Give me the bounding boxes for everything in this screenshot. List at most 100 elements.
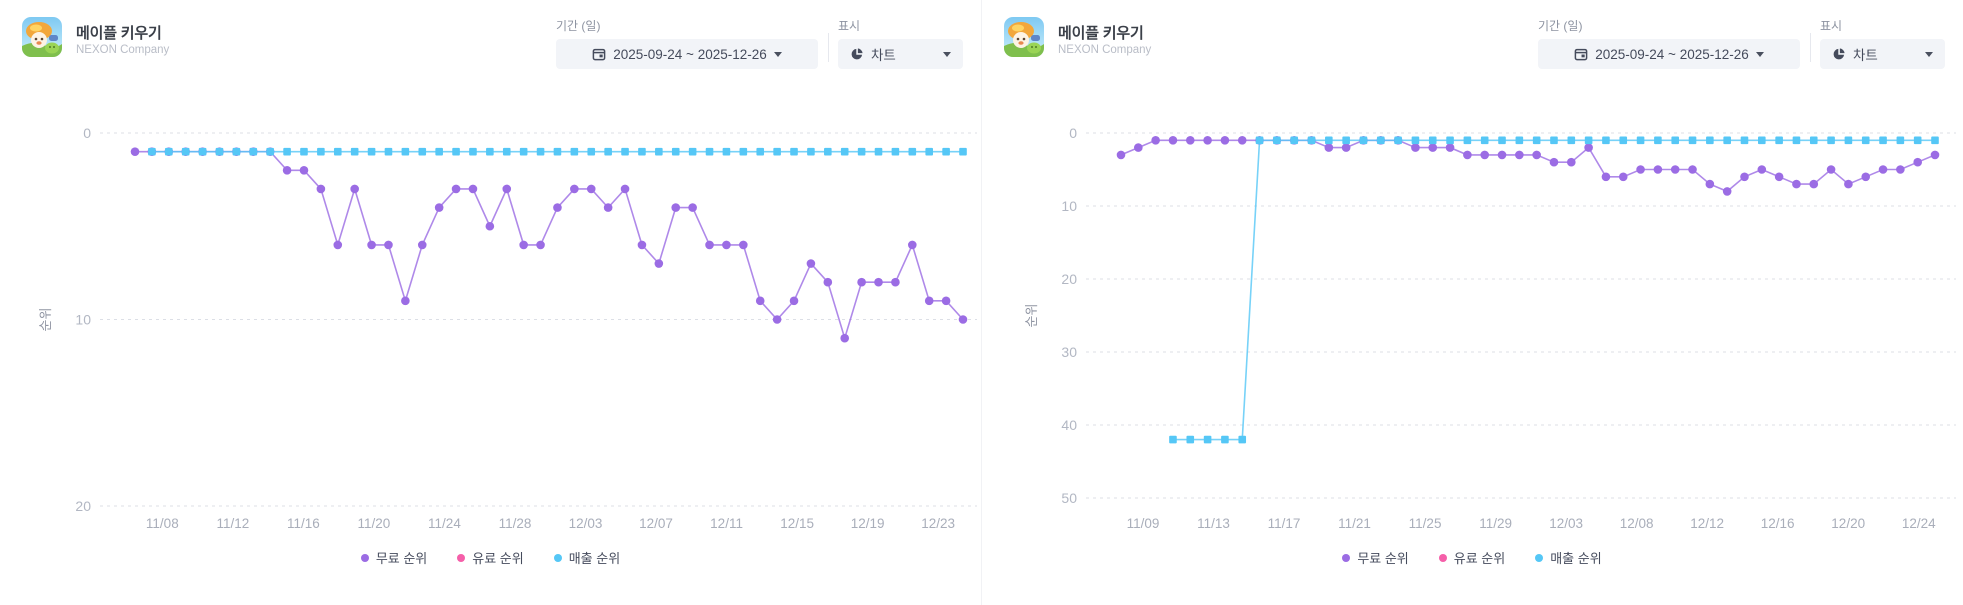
data-point[interactable] — [790, 147, 798, 156]
data-point[interactable] — [1879, 136, 1887, 145]
data-point[interactable] — [857, 277, 866, 287]
data-point[interactable] — [1844, 179, 1853, 189]
data-point[interactable] — [739, 240, 748, 250]
data-point[interactable] — [1515, 150, 1524, 160]
data-point[interactable] — [840, 147, 849, 156]
data-point[interactable] — [418, 147, 427, 156]
data-point[interactable] — [671, 203, 681, 212]
data-point[interactable] — [1480, 150, 1490, 160]
data-point[interactable] — [266, 147, 274, 156]
data-point[interactable] — [637, 240, 647, 250]
data-point[interactable] — [401, 147, 410, 156]
data-point[interactable] — [807, 147, 815, 156]
data-point[interactable] — [857, 147, 866, 156]
data-point[interactable] — [1273, 136, 1281, 145]
data-point[interactable] — [570, 184, 579, 194]
data-point[interactable] — [1844, 136, 1853, 145]
data-point[interactable] — [1670, 165, 1680, 174]
data-point[interactable] — [1497, 150, 1507, 160]
data-point[interactable] — [739, 147, 748, 156]
data-point[interactable] — [722, 147, 731, 156]
data-point[interactable] — [1601, 172, 1611, 182]
data-point[interactable] — [486, 147, 494, 156]
data-point[interactable] — [705, 240, 714, 250]
data-point[interactable] — [1878, 165, 1888, 174]
data-point[interactable] — [536, 240, 545, 250]
data-point[interactable] — [434, 203, 444, 212]
data-point[interactable] — [198, 147, 207, 156]
data-point[interactable] — [1913, 157, 1922, 167]
data-point[interactable] — [1550, 136, 1558, 145]
data-point[interactable] — [1706, 136, 1714, 145]
data-point[interactable] — [164, 147, 173, 156]
data-point[interactable] — [1290, 136, 1298, 145]
data-point[interactable] — [1169, 435, 1177, 444]
data-point[interactable] — [1203, 435, 1212, 444]
data-point[interactable] — [232, 147, 241, 156]
data-point[interactable] — [1913, 136, 1922, 145]
data-point[interactable] — [1325, 136, 1333, 145]
data-point[interactable] — [1220, 136, 1230, 145]
data-point[interactable] — [705, 147, 714, 156]
data-point[interactable] — [925, 147, 934, 156]
data-point[interactable] — [1861, 172, 1871, 182]
data-point[interactable] — [773, 147, 781, 156]
data-point[interactable] — [1186, 435, 1195, 444]
data-point[interactable] — [1567, 136, 1576, 145]
legend-item[interactable]: 매출 순위 — [1535, 548, 1602, 567]
rank-line-chart[interactable]: 0 10 20 30 40 50 순위 11/09 11/13 11/17 11/21 11/25 11… — [982, 95, 1963, 540]
data-point[interactable] — [756, 147, 765, 156]
data-point[interactable] — [417, 240, 427, 250]
data-point[interactable] — [367, 147, 376, 156]
data-point[interactable] — [1394, 136, 1402, 145]
data-point[interactable] — [350, 184, 359, 194]
data-point[interactable] — [1255, 136, 1264, 145]
display-select[interactable]: 차트 — [1820, 39, 1945, 69]
data-point[interactable] — [435, 147, 443, 156]
data-point[interactable] — [130, 147, 140, 156]
data-point[interactable] — [1307, 136, 1316, 145]
data-point[interactable] — [1722, 187, 1732, 196]
data-point[interactable] — [755, 296, 765, 306]
rank-line-chart[interactable]: 0 10 20 순위 11/08 11/12 11/16 11/20 11/24 11/28 12/… — [0, 95, 981, 540]
data-point[interactable] — [1896, 165, 1905, 174]
data-point[interactable] — [806, 259, 816, 268]
data-point[interactable] — [1134, 143, 1143, 152]
legend-item[interactable]: 무료 순위 — [360, 548, 427, 567]
data-point[interactable] — [300, 147, 308, 156]
data-point[interactable] — [1757, 165, 1767, 174]
data-point[interactable] — [908, 147, 917, 156]
data-point[interactable] — [942, 147, 950, 156]
data-point[interactable] — [1740, 172, 1749, 182]
data-point[interactable] — [1532, 150, 1541, 160]
data-point[interactable] — [1515, 136, 1524, 145]
data-point[interactable] — [1930, 150, 1940, 160]
data-point[interactable] — [891, 147, 900, 156]
data-point[interactable] — [1480, 136, 1489, 145]
data-point[interactable] — [1428, 143, 1438, 152]
data-point[interactable] — [485, 221, 495, 231]
data-point[interactable] — [282, 166, 292, 175]
data-point[interactable] — [587, 147, 596, 156]
data-point[interactable] — [1740, 136, 1749, 145]
data-point[interactable] — [1758, 136, 1766, 145]
data-point[interactable] — [1116, 150, 1126, 160]
data-point[interactable] — [1827, 136, 1835, 145]
data-point[interactable] — [958, 315, 968, 324]
data-point[interactable] — [823, 277, 833, 287]
data-point[interactable] — [1671, 136, 1680, 145]
data-point[interactable] — [1861, 136, 1870, 145]
data-point[interactable] — [148, 147, 156, 156]
data-point[interactable] — [891, 277, 900, 287]
data-point[interactable] — [1723, 136, 1731, 145]
period-select[interactable]: 2025-09-24 ~ 2025-12-26 — [556, 39, 818, 69]
data-point[interactable] — [789, 296, 799, 306]
data-point[interactable] — [1774, 172, 1784, 182]
data-point[interactable] — [1411, 143, 1420, 152]
data-point[interactable] — [1705, 179, 1715, 189]
data-point[interactable] — [586, 184, 596, 194]
data-point[interactable] — [1636, 136, 1645, 145]
data-point[interactable] — [1584, 136, 1593, 145]
data-point[interactable] — [941, 296, 951, 306]
data-point[interactable] — [1896, 136, 1905, 145]
